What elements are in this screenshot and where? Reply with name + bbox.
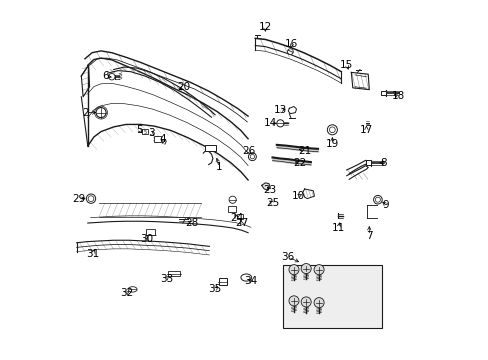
- Text: 18: 18: [390, 91, 404, 101]
- Circle shape: [329, 127, 335, 133]
- Circle shape: [375, 197, 380, 202]
- Text: 5: 5: [136, 125, 142, 135]
- Text: 11: 11: [331, 224, 345, 233]
- Text: 23: 23: [263, 185, 276, 195]
- Bar: [218, 278, 226, 285]
- Text: 12: 12: [258, 22, 271, 32]
- Bar: [154, 136, 160, 141]
- Circle shape: [326, 125, 337, 135]
- Text: 22: 22: [293, 158, 306, 168]
- Text: 30: 30: [140, 234, 153, 244]
- Text: 29: 29: [72, 194, 85, 204]
- Circle shape: [86, 194, 96, 203]
- Bar: [380, 91, 386, 95]
- Bar: [228, 206, 236, 212]
- Text: 10: 10: [291, 191, 304, 201]
- Polygon shape: [261, 183, 270, 190]
- Ellipse shape: [128, 287, 137, 292]
- Bar: [168, 271, 180, 276]
- Circle shape: [313, 265, 324, 275]
- Text: 16: 16: [285, 40, 298, 49]
- Circle shape: [250, 154, 254, 159]
- Text: 2: 2: [82, 108, 89, 118]
- Text: 36: 36: [281, 252, 294, 262]
- Circle shape: [88, 196, 94, 202]
- Circle shape: [288, 296, 298, 306]
- Text: 1: 1: [216, 162, 222, 172]
- Text: 19: 19: [325, 139, 338, 149]
- Circle shape: [248, 153, 256, 161]
- Text: 3: 3: [148, 129, 154, 138]
- Circle shape: [96, 108, 106, 118]
- Circle shape: [228, 196, 236, 203]
- Text: 14: 14: [263, 118, 276, 128]
- Text: 34: 34: [244, 276, 257, 286]
- Text: 13: 13: [273, 105, 286, 115]
- Text: 20: 20: [177, 82, 190, 92]
- Text: 15: 15: [339, 60, 353, 70]
- Bar: [145, 229, 155, 234]
- Bar: [365, 160, 370, 165]
- Text: 35: 35: [208, 284, 221, 294]
- Ellipse shape: [241, 274, 251, 281]
- Text: 9: 9: [382, 200, 388, 210]
- Text: 33: 33: [160, 274, 173, 284]
- Circle shape: [301, 264, 310, 274]
- Circle shape: [301, 297, 310, 307]
- Text: 17: 17: [359, 125, 372, 135]
- Circle shape: [373, 195, 382, 204]
- Circle shape: [288, 265, 298, 275]
- Circle shape: [108, 73, 115, 80]
- Text: 26: 26: [242, 146, 255, 156]
- Circle shape: [276, 120, 284, 127]
- Text: 7: 7: [365, 231, 372, 240]
- Circle shape: [287, 49, 293, 54]
- Text: 8: 8: [380, 158, 386, 168]
- Bar: [204, 145, 215, 151]
- Text: 27: 27: [235, 218, 248, 228]
- Circle shape: [313, 298, 324, 308]
- Text: 4: 4: [160, 134, 166, 144]
- Text: 32: 32: [120, 288, 133, 298]
- Bar: [142, 130, 148, 134]
- Text: 25: 25: [265, 198, 279, 208]
- Text: 28: 28: [184, 218, 198, 228]
- Text: 31: 31: [86, 248, 100, 258]
- Text: 5: 5: [143, 130, 146, 135]
- Text: 6: 6: [102, 71, 109, 81]
- Bar: [236, 214, 243, 220]
- Text: 24: 24: [229, 213, 243, 222]
- Bar: [283, 265, 381, 328]
- Text: 21: 21: [298, 145, 311, 156]
